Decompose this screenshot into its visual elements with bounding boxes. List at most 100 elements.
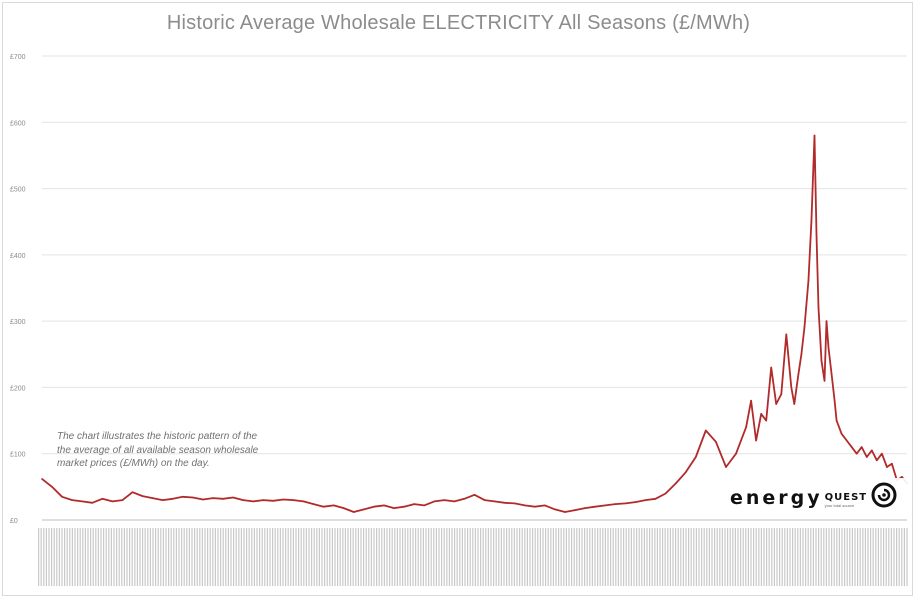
x-tick-mark <box>511 528 513 586</box>
data-point <box>443 499 446 501</box>
x-tick-mark <box>428 528 430 586</box>
x-tick-mark <box>454 528 456 586</box>
x-tick-mark <box>412 528 414 586</box>
data-point <box>800 353 803 356</box>
x-tick-mark <box>656 528 658 586</box>
data-point <box>272 500 275 502</box>
x-tick-mark <box>389 528 391 586</box>
y-tick-label: £0 <box>10 518 18 525</box>
x-tick-mark <box>170 528 172 586</box>
x-tick-mark <box>402 528 404 586</box>
x-tick-mark <box>58 528 60 586</box>
data-point <box>901 476 903 478</box>
x-tick-mark <box>334 528 336 586</box>
x-tick-mark <box>103 528 105 586</box>
x-tick-mark <box>729 528 731 586</box>
data-point <box>817 307 820 309</box>
x-tick-mark <box>818 528 820 586</box>
x-tick-mark <box>841 528 843 586</box>
x-tick-mark <box>474 528 476 586</box>
x-tick-mark <box>685 528 687 586</box>
y-tick-label: £600 <box>10 120 26 127</box>
x-tick-mark <box>659 528 661 586</box>
data-point <box>594 505 596 508</box>
data-point <box>202 498 204 501</box>
data-point <box>131 491 134 494</box>
x-tick-mark <box>877 528 879 586</box>
x-tick-mark <box>339 528 341 586</box>
data-point <box>760 413 762 415</box>
x-tick-mark <box>542 528 544 586</box>
x-tick-mark <box>521 528 523 586</box>
x-tick-mark <box>623 528 625 586</box>
x-tick-mark <box>495 528 497 586</box>
x-tick-mark <box>318 528 320 586</box>
x-tick-mark <box>698 528 700 586</box>
data-point <box>503 502 506 504</box>
x-tick-mark <box>272 528 274 586</box>
x-tick-mark <box>667 528 669 586</box>
y-tick-label: £200 <box>10 385 26 392</box>
data-point <box>262 499 265 501</box>
x-tick-mark <box>896 528 898 586</box>
x-tick-mark <box>885 528 887 586</box>
x-tick-mark <box>383 528 385 586</box>
x-tick-mark <box>430 528 432 586</box>
x-tick-mark <box>347 528 349 586</box>
x-tick-mark <box>867 528 869 586</box>
x-tick-mark <box>753 528 755 586</box>
x-tick-mark <box>906 528 908 586</box>
data-point <box>554 508 556 511</box>
series-layer <box>41 134 908 513</box>
x-tick-mark <box>422 528 424 586</box>
x-tick-mark <box>581 528 583 586</box>
x-tick-mark <box>602 528 604 586</box>
x-tick-mark <box>316 528 318 586</box>
x-tick-mark <box>820 528 822 586</box>
data-point <box>765 419 767 422</box>
series-line <box>41 134 908 513</box>
data-point <box>755 439 757 442</box>
x-tick-mark <box>630 528 632 586</box>
x-tick-mark <box>498 528 500 586</box>
x-tick-mark <box>253 528 255 586</box>
logo-word: energy <box>730 487 823 509</box>
data-point <box>634 501 637 503</box>
x-tick-mark <box>615 528 617 586</box>
x-tick-mark <box>604 528 606 586</box>
x-tick-mark <box>113 528 115 586</box>
x-tick-mark <box>45 528 47 586</box>
x-tick-mark <box>526 528 528 586</box>
data-point <box>705 429 707 432</box>
x-tick-mark <box>815 528 817 586</box>
x-tick-mark <box>285 528 287 586</box>
x-tick-mark <box>344 528 346 586</box>
x-tick-mark <box>771 528 773 586</box>
x-tick-mark <box>477 528 479 586</box>
x-tick-mark <box>264 528 266 586</box>
x-tick-mark <box>64 528 66 586</box>
x-tick-mark <box>196 528 198 586</box>
x-tick-mark <box>446 528 448 586</box>
x-tick-mark <box>256 528 258 586</box>
x-tick-mark <box>586 528 588 586</box>
x-tick-mark <box>376 528 378 586</box>
x-tick-mark <box>472 528 474 586</box>
x-tick-mark <box>552 528 554 586</box>
x-tick-mark <box>469 528 471 586</box>
data-point <box>574 509 576 511</box>
chart-title: Historic Average Wholesale ELECTRICITY A… <box>166 12 751 34</box>
x-tick-mark <box>500 528 502 586</box>
x-tick-mark <box>370 528 372 586</box>
x-tick-mark <box>823 528 825 586</box>
data-point <box>840 433 843 435</box>
data-point <box>745 426 747 429</box>
x-tick-mark <box>854 528 856 586</box>
data-point <box>876 459 878 462</box>
x-tick-mark <box>168 528 170 586</box>
x-tick-mark <box>503 528 505 586</box>
logo-word-quest: QUEST <box>824 492 868 503</box>
x-tick-mark <box>308 528 310 586</box>
x-tick-mark <box>690 528 692 586</box>
data-point <box>342 507 345 509</box>
